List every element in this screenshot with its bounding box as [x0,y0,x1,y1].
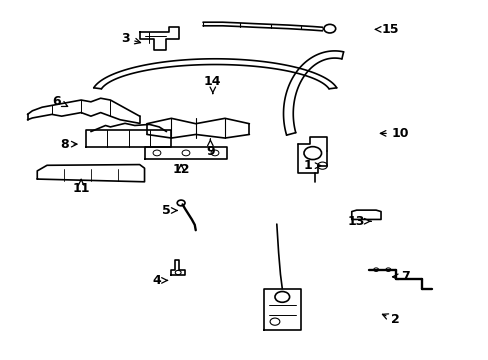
Text: 15: 15 [375,23,399,36]
Text: 4: 4 [152,274,167,287]
Text: 7: 7 [392,270,409,283]
Text: 6: 6 [52,95,67,108]
Text: 9: 9 [205,139,214,158]
Text: 10: 10 [380,127,408,140]
Text: 5: 5 [162,204,177,217]
Text: 8: 8 [60,138,77,150]
Text: 1: 1 [303,159,320,172]
Text: 11: 11 [72,179,90,195]
Text: 13: 13 [347,215,370,228]
Text: 2: 2 [382,313,399,327]
Text: 14: 14 [203,75,221,94]
Text: 12: 12 [172,163,189,176]
Text: 3: 3 [121,32,140,45]
